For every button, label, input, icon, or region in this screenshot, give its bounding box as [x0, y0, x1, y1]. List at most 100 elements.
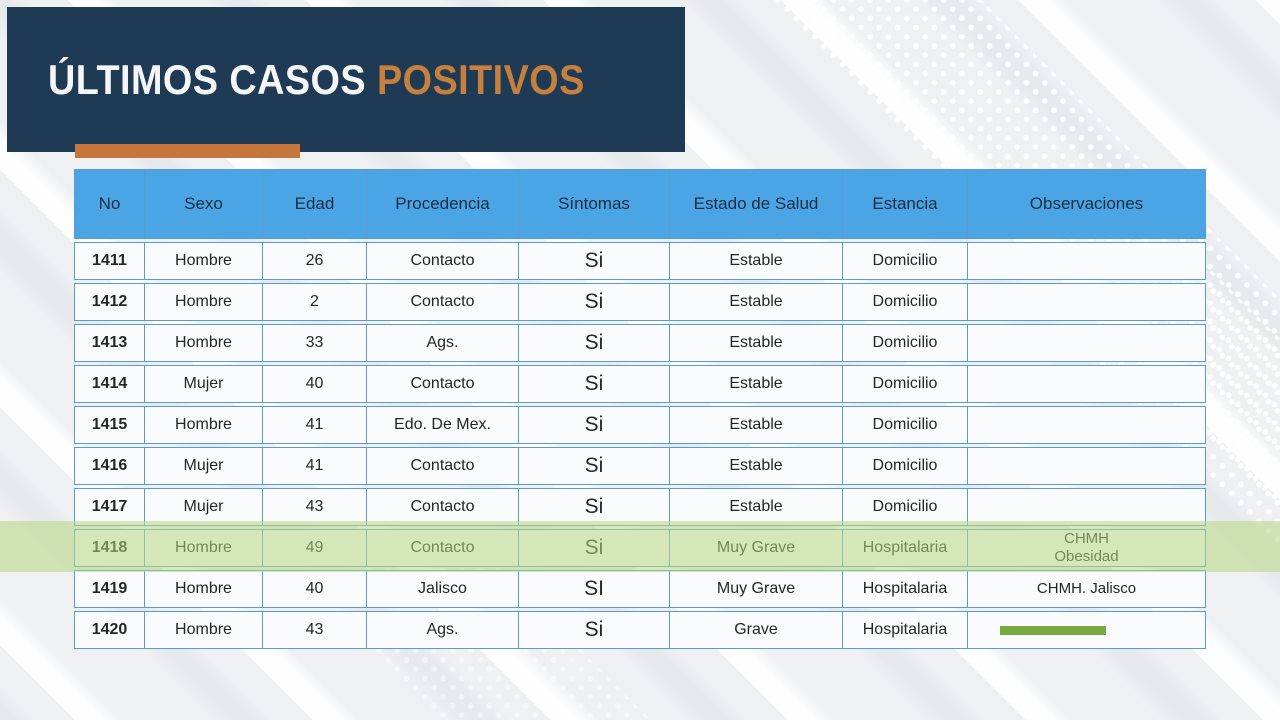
cell-sexo: Hombre	[145, 242, 263, 280]
title-block: ÚLTIMOS CASOS POSITIVOS	[7, 7, 685, 152]
cell-estado-de-salud: Estable	[670, 447, 843, 485]
table-row: 1411 Hombre 26 Contacto Si Estable Domicilio	[74, 242, 1206, 280]
cell-no: 1418	[74, 529, 145, 567]
cell-estado-de-salud: Muy Grave	[670, 529, 843, 567]
cell-procedencia: Contacto	[367, 488, 519, 526]
cell-procedencia: Ags.	[367, 324, 519, 362]
cell-procedencia: Jalisco	[367, 570, 519, 608]
cell-observaciones: CHMH Obesidad	[968, 529, 1206, 567]
cell-sexo: Mujer	[145, 365, 263, 403]
cell-sexo: Mujer	[145, 447, 263, 485]
cell-no: 1420	[74, 611, 145, 649]
cell-sintomas: Si	[519, 406, 670, 444]
cell-no: 1417	[74, 488, 145, 526]
column-header-observaciones: Observaciones	[968, 169, 1206, 239]
cell-observaciones: CHMH. Jalisco	[968, 570, 1206, 608]
cell-sintomas: Si	[519, 324, 670, 362]
column-header-no: No	[74, 169, 145, 239]
cell-sexo: Mujer	[145, 488, 263, 526]
table-row-highlighted: 1418 Hombre 49 Contacto Si Muy Grave Hospitala…	[74, 529, 1206, 567]
cell-observaciones	[968, 611, 1206, 649]
cell-no: 1419	[74, 570, 145, 608]
cell-estado-de-salud: Estable	[670, 324, 843, 362]
cell-edad: 33	[263, 324, 367, 362]
cell-sintomas: Si	[519, 283, 670, 321]
cell-estancia: Hospitalaria	[843, 611, 968, 649]
table-row: 1416 Mujer 41 Contacto Si Estable Domicilio	[74, 447, 1206, 485]
cell-estancia: Hospitalaria	[843, 529, 968, 567]
cell-observaciones	[968, 447, 1206, 485]
cell-estancia: Domicilio	[843, 324, 968, 362]
slide-title-accent: POSITIVOS	[377, 55, 585, 103]
table-row: 1413 Hombre 33 Ags. Si Estable Domicilio	[74, 324, 1206, 362]
cell-observaciones	[968, 324, 1206, 362]
cell-edad: 41	[263, 406, 367, 444]
cell-sintomas: Si	[519, 242, 670, 280]
title-underline-bar	[75, 144, 300, 158]
green-bar-icon	[1000, 625, 1106, 635]
cell-procedencia: Contacto	[367, 365, 519, 403]
cell-procedencia: Edo. De Mex.	[367, 406, 519, 444]
cell-procedencia: Contacto	[367, 283, 519, 321]
cell-edad: 43	[263, 488, 367, 526]
cell-sintomas: Si	[519, 488, 670, 526]
table-row: 1419 Hombre 40 Jalisco SI Muy Grave Hospitalar…	[74, 570, 1206, 608]
slide-title: ÚLTIMOS CASOS POSITIVOS	[48, 56, 585, 104]
cell-no: 1414	[74, 365, 145, 403]
cell-estancia: Domicilio	[843, 406, 968, 444]
table-row: 1414 Mujer 40 Contacto Si Estable Domicilio	[74, 365, 1206, 403]
cell-observaciones	[968, 242, 1206, 280]
cell-estado-de-salud: Estable	[670, 283, 843, 321]
cell-sexo: Hombre	[145, 570, 263, 608]
cell-sintomas: Si	[519, 529, 670, 567]
cell-procedencia: Ags.	[367, 611, 519, 649]
cell-estado-de-salud: Muy Grave	[670, 570, 843, 608]
column-header-edad: Edad	[263, 169, 367, 239]
cell-sexo: Hombre	[145, 283, 263, 321]
column-header-procedencia: Procedencia	[367, 169, 519, 239]
cell-edad: 43	[263, 611, 367, 649]
cell-edad: 2	[263, 283, 367, 321]
cell-edad: 49	[263, 529, 367, 567]
column-header-sintomas: Síntomas	[519, 169, 670, 239]
table-row: 1412 Hombre 2 Contacto Si Estable Domicilio	[74, 283, 1206, 321]
cell-estancia: Domicilio	[843, 365, 968, 403]
cell-sintomas: Si	[519, 447, 670, 485]
column-header-estancia: Estancia	[843, 169, 968, 239]
cell-sintomas: Si	[519, 365, 670, 403]
cell-estancia: Domicilio	[843, 488, 968, 526]
table-row: 1420 Hombre 43 Ags. Si Grave Hospitalaria	[74, 611, 1206, 649]
cell-procedencia: Contacto	[367, 242, 519, 280]
cell-sexo: Hombre	[145, 529, 263, 567]
cell-no: 1415	[74, 406, 145, 444]
cell-edad: 26	[263, 242, 367, 280]
cell-estado-de-salud: Grave	[670, 611, 843, 649]
positive-cases-table: No Sexo Edad Procedencia Síntomas Estado de S…	[74, 166, 1206, 652]
column-header-estado-de-salud: Estado de Salud	[670, 169, 843, 239]
cell-estancia: Hospitalaria	[843, 570, 968, 608]
cell-estancia: Domicilio	[843, 447, 968, 485]
cell-observaciones	[968, 406, 1206, 444]
cell-estado-de-salud: Estable	[670, 406, 843, 444]
table-row: 1415 Hombre 41 Edo. De Mex. Si Estable Domicil…	[74, 406, 1206, 444]
cell-sintomas: Si	[519, 611, 670, 649]
cell-edad: 40	[263, 570, 367, 608]
column-header-sexo: Sexo	[145, 169, 263, 239]
cell-observaciones	[968, 365, 1206, 403]
table-header-row: No Sexo Edad Procedencia Síntomas Estado de S…	[74, 169, 1206, 239]
cell-observaciones	[968, 488, 1206, 526]
cell-procedencia: Contacto	[367, 529, 519, 567]
cell-no: 1416	[74, 447, 145, 485]
table-row: 1417 Mujer 43 Contacto Si Estable Domicilio	[74, 488, 1206, 526]
cell-edad: 40	[263, 365, 367, 403]
cell-edad: 41	[263, 447, 367, 485]
cell-observaciones	[968, 283, 1206, 321]
cell-estado-de-salud: Estable	[670, 242, 843, 280]
cell-no: 1413	[74, 324, 145, 362]
slide-title-main: ÚLTIMOS CASOS	[48, 55, 378, 103]
cell-estancia: Domicilio	[843, 242, 968, 280]
cell-estancia: Domicilio	[843, 283, 968, 321]
cell-sintomas: SI	[519, 570, 670, 608]
cell-estado-de-salud: Estable	[670, 365, 843, 403]
